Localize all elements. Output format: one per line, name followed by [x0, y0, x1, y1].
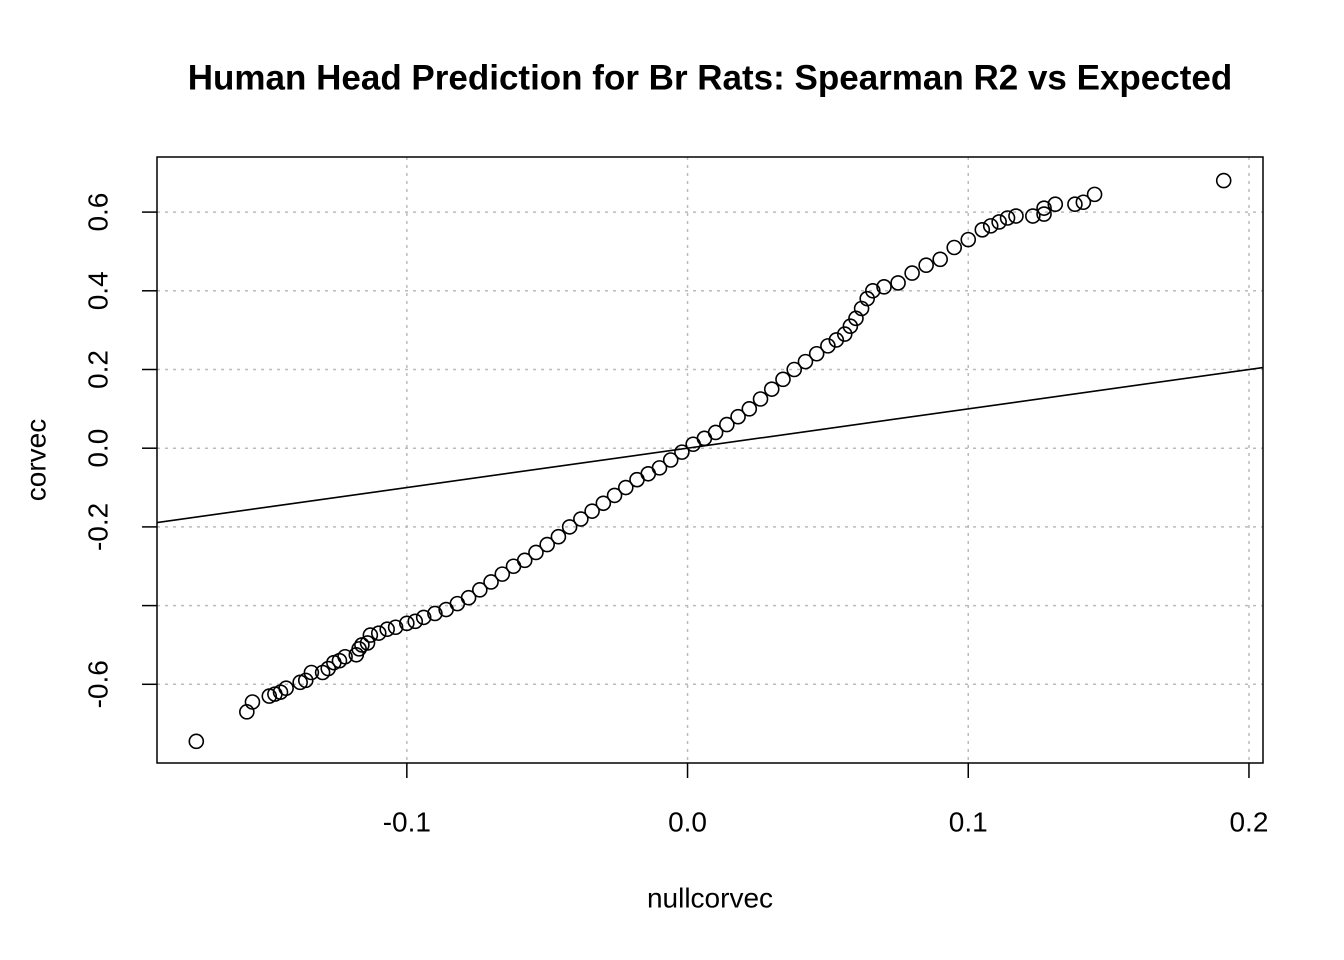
point [991, 214, 1007, 230]
point [820, 338, 836, 354]
point [337, 648, 353, 665]
point [561, 519, 578, 535]
point [1086, 186, 1103, 203]
point [320, 660, 337, 677]
point [1047, 196, 1064, 213]
point [741, 401, 758, 417]
point [573, 511, 589, 527]
point [516, 552, 533, 569]
point [494, 566, 511, 582]
y-tick-label: -0.2 [82, 503, 113, 551]
chart-title: Human Head Prediction for Br Rats: Spear… [188, 58, 1232, 97]
point [188, 733, 205, 750]
point [719, 416, 735, 433]
point [674, 444, 690, 460]
point [662, 452, 679, 468]
point [606, 487, 623, 504]
point [890, 275, 906, 291]
point [297, 672, 314, 689]
point [651, 460, 668, 476]
point [730, 408, 746, 425]
point [865, 282, 881, 299]
point [932, 251, 948, 268]
point [278, 680, 294, 697]
point [359, 635, 376, 651]
point [1067, 196, 1083, 213]
x-axis-label: nullcorvec [647, 882, 773, 913]
point [859, 290, 875, 307]
point [1036, 206, 1052, 222]
point [808, 345, 825, 362]
point [379, 621, 395, 638]
point [399, 615, 415, 632]
point [999, 210, 1016, 226]
point [415, 609, 432, 626]
x-tick-label: -0.1 [383, 806, 431, 837]
point [946, 239, 963, 256]
point [960, 231, 977, 248]
x-tick-label: 0.1 [949, 806, 988, 837]
point [407, 613, 424, 630]
point [752, 391, 769, 407]
point [584, 503, 600, 519]
point [617, 479, 634, 496]
point [1036, 200, 1052, 216]
point [528, 544, 544, 561]
point [842, 318, 859, 335]
y-tick-label: 0.0 [82, 429, 113, 468]
x-tick-label: 0.0 [668, 806, 707, 837]
point [244, 694, 261, 710]
reference-line [157, 366, 1263, 524]
point [427, 605, 443, 622]
point [918, 257, 934, 274]
point [1008, 208, 1024, 224]
point [460, 589, 477, 606]
y-axis-label: corvec [20, 419, 51, 501]
point [303, 664, 320, 681]
x-tick-label: 0.2 [1229, 806, 1268, 837]
point [775, 371, 791, 388]
y-tick-label: 0.2 [82, 350, 113, 389]
point [387, 619, 404, 636]
point [876, 279, 892, 295]
point [550, 528, 567, 545]
point [472, 582, 488, 598]
point [1075, 194, 1092, 211]
point [836, 326, 853, 342]
point [1025, 208, 1041, 224]
point [707, 424, 724, 441]
point [1215, 172, 1232, 189]
point [904, 265, 920, 281]
point [483, 574, 499, 590]
point [797, 353, 814, 370]
plot-frame [156, 156, 1264, 764]
point [370, 625, 387, 641]
plot-area [157, 172, 1263, 750]
point [982, 218, 999, 234]
point [974, 221, 991, 238]
y-tick-label: 0.4 [82, 271, 113, 310]
point [763, 381, 780, 397]
point [786, 361, 803, 378]
point [539, 536, 555, 553]
point [351, 641, 367, 657]
y-tick-label: 0.6 [82, 193, 113, 232]
y-tick-label: -0.6 [82, 660, 113, 708]
point [828, 332, 845, 348]
point [595, 495, 612, 512]
point [362, 627, 379, 643]
